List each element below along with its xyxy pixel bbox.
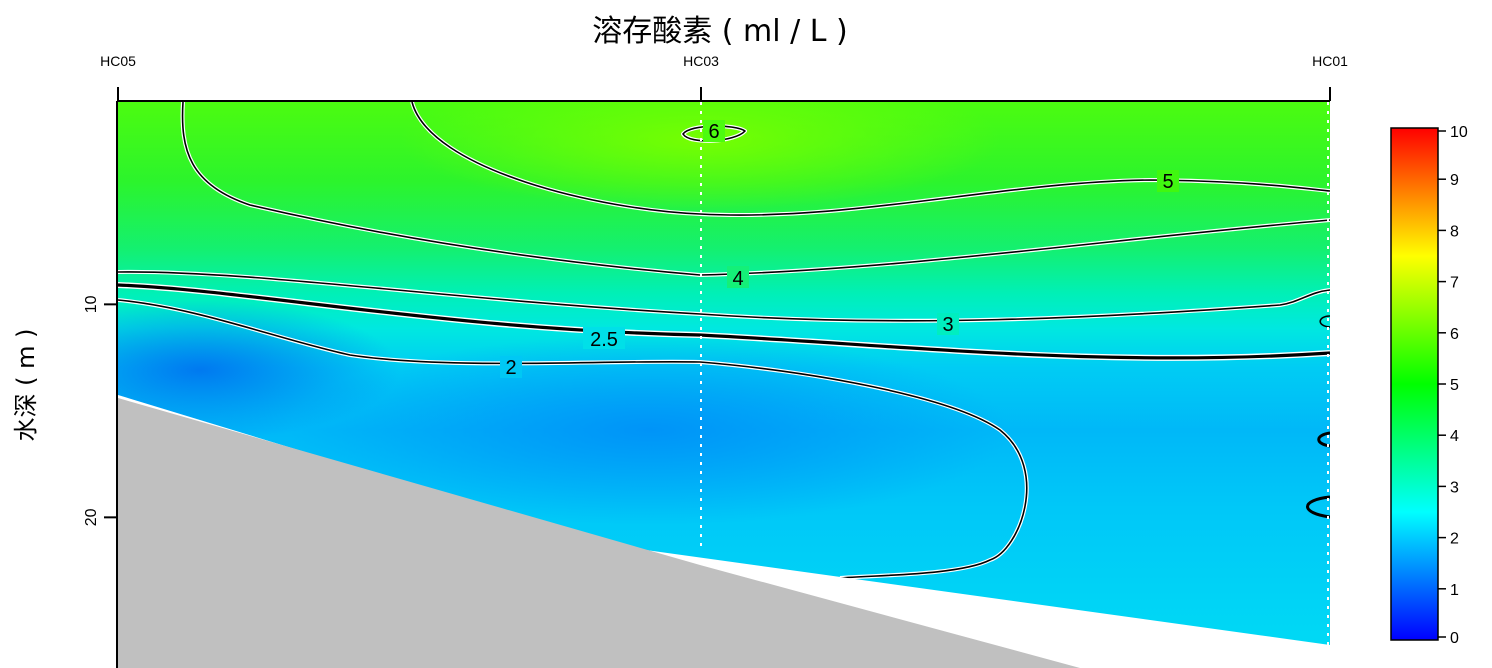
contour-2 — [118, 298, 1029, 580]
colorbar-label-5: 5 — [1450, 377, 1459, 394]
contour-label-2: 2 — [505, 357, 516, 379]
station-label-hc03: HC03 — [683, 53, 719, 69]
colorbar-label-9: 9 — [1450, 172, 1459, 189]
contour-5 — [410, 102, 1330, 218]
y-tick-label-20: 20 — [83, 508, 100, 526]
station-label-hc05: HC05 — [100, 53, 136, 69]
colorbar-label-7: 7 — [1450, 275, 1459, 292]
contour-label-6: 6 — [708, 121, 719, 143]
low-oxygen-left-region — [118, 300, 400, 440]
contour-labels: 6 5 4 3 2.5 2 — [500, 120, 1179, 379]
low-oxygen-region — [290, 335, 1010, 525]
contour-4 — [180, 102, 1330, 277]
colorbar-label-6: 6 — [1450, 326, 1459, 343]
colorbar-label-10: 10 — [1450, 124, 1468, 141]
plot-area — [118, 102, 1330, 668]
contour-3 — [118, 269, 1330, 328]
contour-label-5: 5 — [1162, 171, 1173, 193]
contour-label-4: 4 — [732, 268, 743, 290]
contour-2.5 — [118, 282, 1330, 519]
contour-label-2.5: 2.5 — [590, 329, 618, 351]
colorbar-label-2: 2 — [1450, 531, 1459, 548]
colorbar-label-3: 3 — [1450, 479, 1459, 496]
colorbar-label-1: 1 — [1450, 582, 1459, 599]
colorbar-label-8: 8 — [1450, 223, 1459, 240]
y-axis-label: 水深 ( m ) — [12, 329, 40, 442]
colorbar-label-4: 4 — [1450, 428, 1459, 445]
colorbar: 0 1 2 3 4 5 6 7 8 9 10 — [1390, 124, 1468, 647]
seabed — [118, 398, 1080, 668]
contour-lines — [118, 102, 1330, 580]
y-tick-label-10: 10 — [83, 295, 100, 313]
top-axis — [117, 87, 1331, 102]
chart-title: 溶存酸素 ( ml / L ) — [592, 14, 847, 49]
station-labels: HC05 HC03 HC01 — [100, 53, 1348, 69]
station-label-hc01: HC01 — [1312, 53, 1348, 69]
contour-label-3: 3 — [942, 314, 953, 336]
colorbar-label-0: 0 — [1450, 630, 1459, 647]
colorbar-scale — [1390, 127, 1439, 641]
left-axis: 10 20 — [83, 101, 118, 668]
contour-6 — [681, 124, 747, 143]
high-oxygen-region — [400, 102, 1000, 210]
